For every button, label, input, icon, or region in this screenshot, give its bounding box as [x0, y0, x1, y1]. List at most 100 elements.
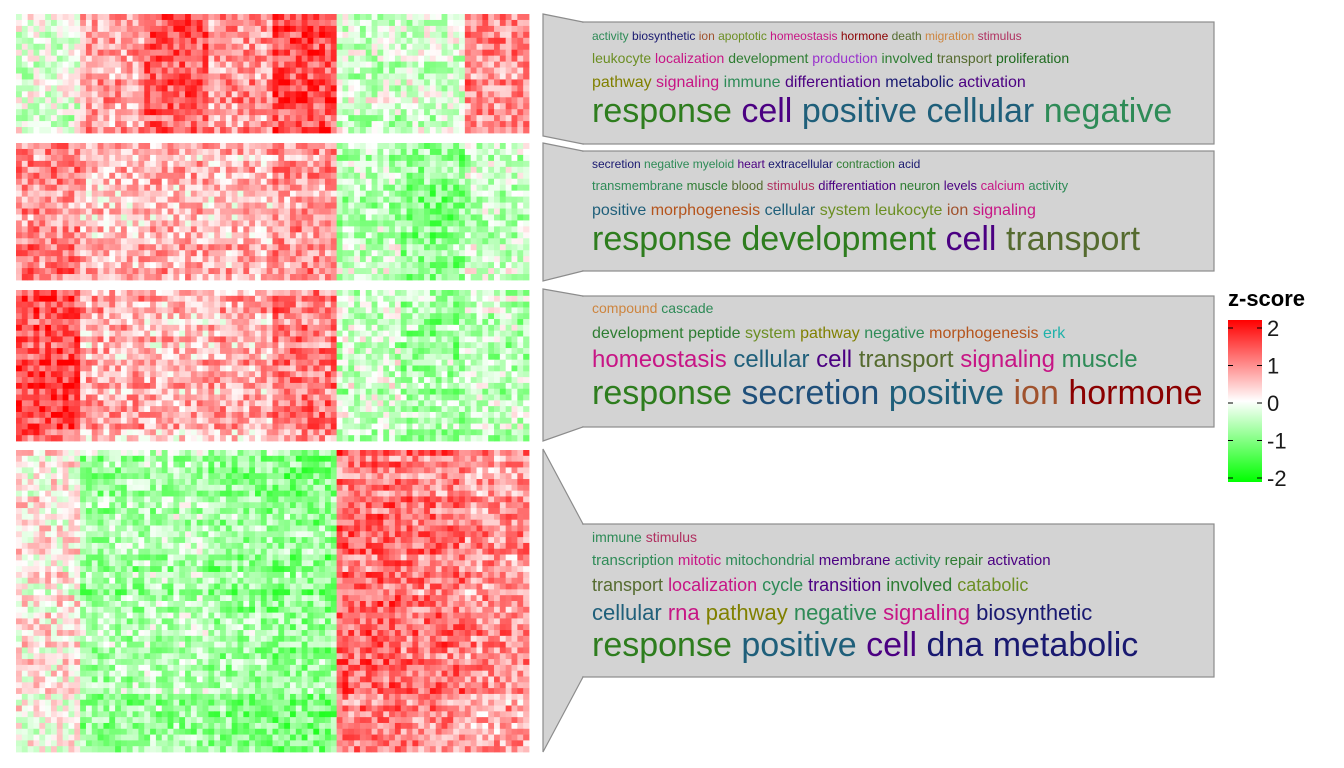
heatmap-cell — [488, 232, 495, 239]
heatmap-cell — [126, 353, 133, 361]
heatmap-cell — [255, 190, 262, 198]
heatmap-cell — [260, 220, 268, 227]
heatmap-cell — [389, 214, 396, 221]
heatmap-cell — [144, 154, 151, 162]
heatmap-cell — [371, 166, 378, 174]
heatmap-cell — [319, 319, 326, 326]
heatmap-cell — [255, 307, 262, 314]
heatmap-cell — [185, 365, 192, 372]
heatmap-cell — [68, 190, 75, 198]
heatmap-cell — [97, 256, 104, 263]
heatmap-cell — [453, 97, 460, 104]
heatmap-cell — [260, 208, 268, 215]
heatmap-cell — [511, 91, 518, 98]
heatmap-cell — [429, 37, 437, 45]
heatmap-cell — [523, 244, 530, 251]
heatmap-cell — [412, 184, 419, 192]
heatmap-cell — [150, 256, 157, 263]
heatmap-cell — [249, 313, 256, 320]
heatmap-cell — [91, 55, 99, 62]
heatmap-cell — [394, 208, 402, 215]
heatmap-cell — [523, 79, 530, 86]
heatmap-cell — [453, 307, 460, 314]
heatmap-cell — [523, 232, 530, 239]
heatmap-cell — [394, 79, 402, 86]
heatmap-cell — [429, 166, 437, 174]
heatmap-cell — [202, 109, 209, 116]
heatmap-cell — [424, 202, 431, 209]
heatmap-cell — [155, 348, 163, 355]
heatmap-cell — [225, 178, 233, 186]
heatmap-cell — [16, 97, 23, 104]
heatmap-cell — [278, 307, 285, 314]
heatmap-cell — [301, 324, 308, 332]
heatmap-cell — [237, 250, 244, 257]
heatmap-cell — [470, 172, 477, 180]
heatmap-cell — [179, 342, 186, 349]
heatmap-cell — [517, 160, 524, 168]
heatmap-cell — [377, 365, 384, 372]
heatmap-cell — [150, 274, 157, 281]
heatmap-cell — [313, 290, 320, 297]
heatmap-cell — [482, 208, 489, 215]
heatmap-cell — [499, 73, 507, 80]
heatmap-cell — [406, 238, 413, 245]
heatmap-cell — [225, 301, 233, 308]
heatmap-cell — [249, 127, 256, 134]
heatmap-cell — [109, 14, 116, 21]
heatmap-cell — [33, 336, 40, 343]
heatmap-cell — [202, 319, 209, 326]
heatmap-cell — [359, 43, 367, 51]
heatmap-cell — [359, 208, 367, 215]
heatmap-cell — [16, 274, 23, 281]
heatmap-cell — [354, 301, 361, 308]
heatmap-cell — [21, 214, 29, 221]
heatmap-cell — [173, 330, 180, 337]
heatmap-cell — [62, 353, 69, 361]
heatmap-cell — [523, 313, 530, 320]
heatmap-cell — [50, 295, 58, 303]
heatmap-cell — [441, 324, 448, 332]
heatmap-cell — [505, 148, 512, 156]
heatmap-cell — [249, 184, 256, 192]
heatmap-cell — [179, 226, 186, 233]
heatmap-cell — [424, 103, 431, 110]
heatmap-cell — [336, 208, 343, 215]
heatmap-cell — [50, 91, 58, 98]
heatmap-cell — [208, 19, 215, 27]
heatmap-cell — [278, 244, 285, 251]
heatmap-cell — [85, 121, 93, 128]
heatmap-cell — [161, 256, 168, 263]
heatmap-cell — [243, 226, 250, 233]
heatmap-cell — [418, 19, 425, 27]
heatmap-cell — [470, 274, 477, 281]
heatmap-cell — [208, 178, 215, 186]
heatmap-cell — [255, 274, 262, 281]
heatmap-cell — [132, 184, 139, 192]
heatmap-cell — [91, 19, 99, 27]
heatmap-cell — [225, 196, 233, 203]
heatmap-cell — [179, 172, 186, 180]
heatmap-cell — [295, 73, 303, 80]
heatmap-cell — [324, 290, 332, 297]
heatmap-cell — [301, 313, 308, 320]
heatmap-cell — [85, 238, 93, 245]
heatmap-cell — [476, 232, 483, 239]
heatmap-cell — [231, 365, 238, 372]
heatmap-cell — [435, 268, 442, 275]
heatmap-cell — [377, 190, 384, 198]
heatmap-cell — [453, 184, 460, 192]
heatmap-cell — [511, 202, 518, 209]
heatmap-cell — [115, 348, 122, 355]
heatmap-cell — [523, 342, 530, 349]
heatmap-cell — [16, 25, 23, 33]
heatmap-cell — [295, 250, 303, 257]
heatmap-cell — [173, 49, 180, 57]
heatmap-cell — [424, 268, 431, 275]
heatmap-cell — [173, 190, 180, 198]
heatmap-cell — [441, 256, 448, 263]
heatmap-cell — [394, 336, 402, 343]
heatmap-cell — [313, 43, 320, 51]
heatmap-cell — [470, 67, 477, 74]
heatmap-cell — [412, 160, 419, 168]
